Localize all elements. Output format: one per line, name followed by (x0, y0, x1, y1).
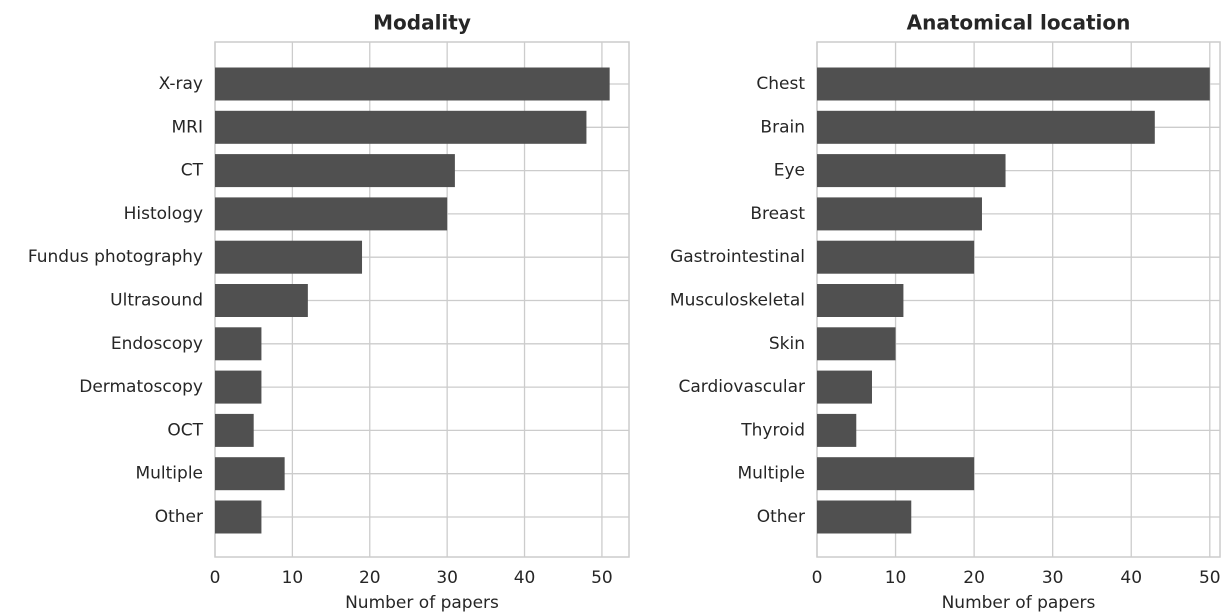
x-axis-label: Number of papers (345, 593, 499, 613)
bar (215, 457, 285, 491)
y-tick-label: Ultrasound (110, 291, 203, 311)
bar (817, 284, 904, 317)
bar (215, 240, 363, 274)
y-tick-label: Endoscopy (111, 334, 203, 354)
bar (215, 110, 587, 144)
x-tick-label: 30 (1042, 568, 1064, 588)
bar (817, 457, 975, 491)
y-tick-label: MRI (172, 117, 204, 137)
x-tick-label: 0 (812, 568, 823, 588)
x-tick-label: 0 (210, 568, 221, 588)
y-tick-label: Gastrointestinal (670, 247, 805, 267)
y-tick-label: Eye (774, 161, 805, 181)
y-tick-label: Dermatoscopy (79, 377, 203, 397)
chart-title: Modality (373, 11, 471, 35)
y-tick-label: Multiple (737, 464, 805, 484)
y-tick-label: CT (181, 161, 204, 181)
y-tick-label: Other (757, 507, 805, 527)
x-tick-label: 40 (1120, 568, 1142, 588)
x-tick-label: 10 (885, 568, 907, 588)
x-tick-label: 50 (1199, 568, 1221, 588)
y-tick-label: Cardiovascular (679, 377, 805, 397)
bar (817, 413, 857, 447)
x-tick-label: 40 (514, 568, 536, 588)
y-tick-label: Chest (756, 74, 805, 94)
y-tick-label: Other (155, 507, 203, 527)
bar (215, 67, 610, 101)
bar (817, 500, 912, 534)
bar (817, 197, 982, 231)
x-tick-label: 20 (963, 568, 985, 588)
bar (817, 240, 975, 274)
chart-title: Anatomical location (907, 11, 1131, 35)
y-tick-label: Breast (750, 204, 805, 224)
x-tick-label: 50 (591, 568, 613, 588)
y-tick-label: Histology (124, 204, 203, 224)
bar (215, 327, 262, 361)
y-tick-label: Multiple (135, 464, 203, 484)
bar (215, 413, 254, 447)
bar (817, 370, 872, 404)
x-axis-label: Number of papers (942, 593, 1096, 613)
x-tick-label: 30 (436, 568, 458, 588)
bar (215, 197, 448, 231)
bar (215, 370, 262, 404)
x-tick-label: 10 (282, 568, 304, 588)
y-tick-label: X-ray (159, 74, 203, 94)
bar (817, 110, 1155, 144)
bar (215, 154, 455, 188)
y-tick-label: OCT (167, 420, 203, 440)
bar (817, 67, 1210, 101)
y-tick-label: Fundus photography (28, 247, 203, 267)
bar (817, 327, 896, 361)
bar (215, 500, 262, 534)
bar (215, 284, 308, 317)
bar (817, 154, 1006, 188)
y-tick-label: Brain (760, 117, 805, 137)
y-tick-label: Musculoskeletal (670, 291, 805, 311)
y-tick-label: Thyroid (740, 420, 805, 440)
y-tick-label: Skin (769, 334, 805, 354)
x-tick-label: 20 (359, 568, 381, 588)
